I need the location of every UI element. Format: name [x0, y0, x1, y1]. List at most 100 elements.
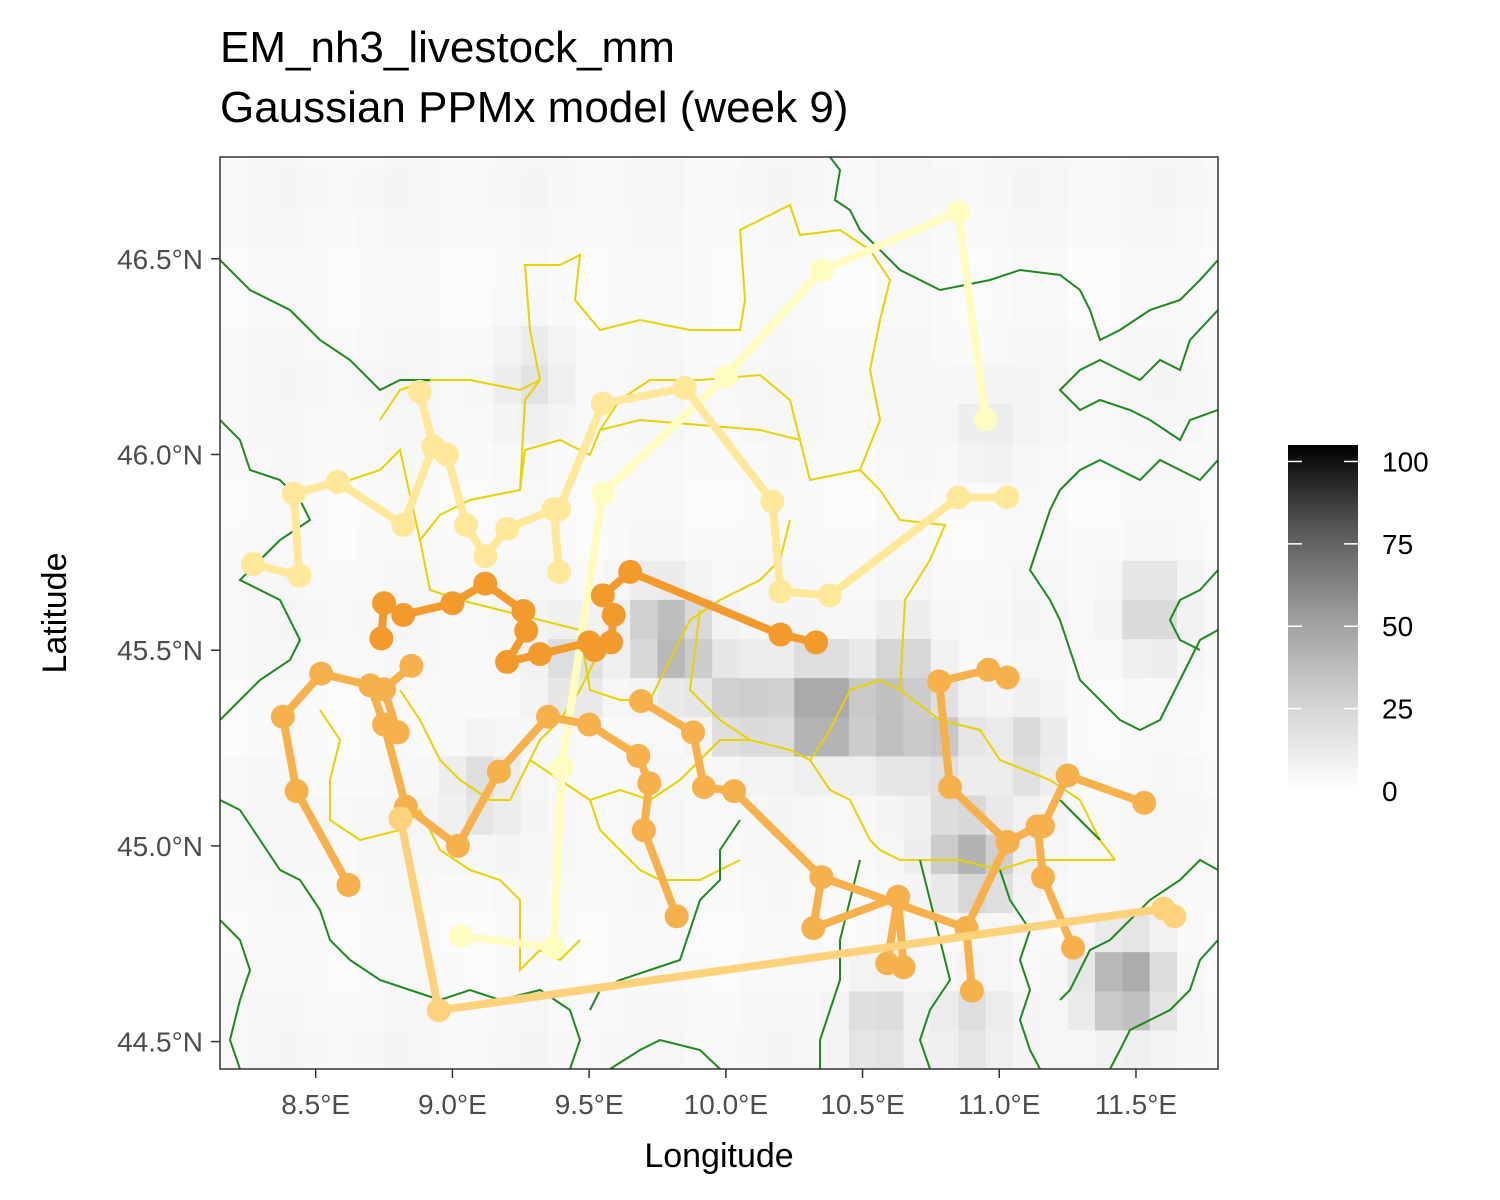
y-axis-title: Latitude: [36, 553, 74, 674]
heatmap-cell: [247, 755, 276, 796]
heatmap-cell: [247, 834, 276, 874]
heatmap-cell: [1067, 157, 1096, 170]
heatmap-cell: [1149, 599, 1178, 640]
heatmap-cell: [930, 286, 959, 326]
station-point: [809, 865, 834, 890]
province-border: [519, 203, 892, 491]
heatmap-cell: [1176, 207, 1205, 248]
heatmap-cell: [493, 442, 522, 483]
heatmap-cell: [1067, 990, 1096, 1031]
heatmap-cell: [903, 168, 932, 209]
heatmap-cell: [794, 677, 823, 718]
station-point: [886, 884, 911, 909]
heatmap-cell: [930, 990, 959, 1031]
province-border: [399, 689, 531, 801]
heatmap-cell: [493, 677, 522, 718]
heatmap-cell: [712, 157, 741, 170]
heatmap-cell: [356, 403, 385, 444]
station-point: [804, 630, 829, 655]
heatmap-cell: [739, 1029, 768, 1069]
heatmap-cell: [739, 157, 768, 170]
heatmap-cell: [493, 247, 522, 287]
heatmap-cell: [247, 325, 276, 366]
heatmap-cell: [1012, 677, 1041, 718]
station-point: [372, 591, 397, 616]
heatmap-cell: [602, 912, 631, 953]
heatmap-cell: [1176, 286, 1205, 326]
heatmap-cell: [712, 560, 741, 600]
heatmap-cell: [985, 364, 1014, 405]
heatmap-cell: [356, 795, 385, 835]
heatmap-cell: [1040, 286, 1069, 326]
heatmap-cell: [247, 599, 276, 640]
heatmap-cell: [1012, 599, 1041, 640]
heatmap-cell: [766, 755, 795, 796]
heatmap-cell: [356, 990, 385, 1031]
heatmap-cell: [548, 157, 577, 170]
heatmap-cell: [1040, 364, 1069, 405]
heatmap-cell: [821, 755, 850, 796]
station-point: [946, 199, 971, 224]
heatmap-cell: [575, 990, 604, 1031]
heatmap-cell: [766, 1029, 795, 1069]
province-border: [379, 379, 541, 421]
heatmap-cell: [1176, 755, 1205, 796]
heatmap-cell: [1122, 157, 1151, 170]
heatmap-cell: [684, 442, 713, 483]
heatmap-cell: [657, 990, 686, 1031]
region-border: [1059, 858, 1218, 1001]
y-tick-label: 45.5°N: [117, 635, 203, 666]
heatmap-cell: [821, 364, 850, 405]
heatmap-cell: [247, 286, 276, 326]
heatmap-cell: [1149, 157, 1178, 170]
station-point: [768, 579, 793, 604]
heatmap-cell: [329, 1029, 358, 1069]
region-border: [1028, 458, 1218, 732]
heatmap-cell: [356, 247, 385, 287]
heatmap-cell: [876, 481, 905, 522]
heatmap-cell: [466, 638, 495, 679]
heatmap-cell: [1122, 834, 1151, 874]
heatmap-cell: [712, 716, 741, 757]
heatmap-cell: [220, 157, 248, 170]
heatmap-cell: [411, 1029, 440, 1069]
heatmap-cell: [1122, 912, 1151, 953]
station-point: [440, 591, 465, 616]
heatmap-cell: [1122, 442, 1151, 483]
heatmap-cell: [1040, 1029, 1069, 1069]
province-border: [579, 519, 791, 701]
heatmap-cell: [1204, 951, 1218, 992]
heatmap-cell: [602, 795, 631, 835]
chart-subtitle: Gaussian PPMx model (week 9): [220, 83, 848, 132]
heatmap-cell: [466, 834, 495, 874]
heatmap-cell: [384, 157, 412, 170]
station-point: [875, 951, 900, 976]
heatmap-cell: [848, 599, 877, 640]
heatmap-cell: [848, 795, 877, 835]
heatmap-cell: [1176, 364, 1205, 405]
heatmap-cell: [438, 286, 467, 326]
heatmap-cell: [329, 403, 358, 444]
heatmap-cell: [1176, 157, 1205, 170]
color-legend: 0 25 50 75 100: [1288, 445, 1429, 807]
heatmap-cell: [411, 755, 440, 796]
heatmap-cell: [930, 442, 959, 483]
heatmap-cell: [466, 442, 495, 483]
heatmap-cell: [220, 755, 248, 796]
heatmap-cell: [958, 755, 987, 796]
cluster-series: [547, 375, 1020, 608]
station-point: [801, 916, 826, 941]
heatmap-cell: [602, 521, 631, 561]
heatmap-cell: [1176, 168, 1205, 209]
heatmap-cell: [247, 912, 276, 953]
heatmap-cell: [329, 207, 358, 248]
heatmap-cell: [438, 716, 467, 757]
heatmap-cell: [930, 247, 959, 287]
heatmap-cell: [930, 1029, 959, 1069]
heatmap-cell: [630, 403, 659, 444]
heatmap-cell: [1012, 286, 1041, 326]
heatmap-cell: [602, 677, 631, 718]
heatmap-cell: [1040, 951, 1069, 992]
heatmap-cell: [302, 951, 330, 992]
heatmap-cell: [247, 951, 276, 992]
